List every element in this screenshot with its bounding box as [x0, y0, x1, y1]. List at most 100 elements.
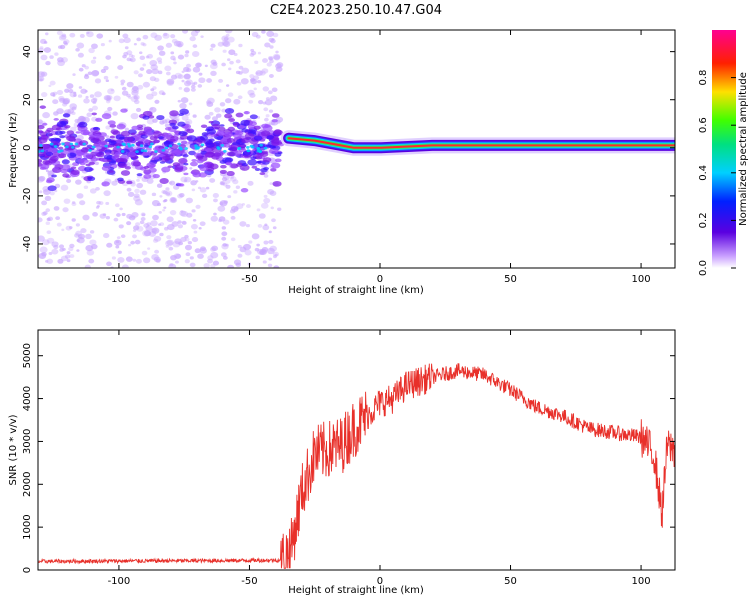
spectrogram-frame [37, 29, 676, 269]
noise-blob [238, 65, 244, 70]
noise-blob [267, 90, 273, 95]
noise-blob [151, 254, 159, 261]
noise-blob [222, 49, 227, 53]
noise-blob [88, 108, 94, 112]
noise-blob [253, 87, 257, 91]
noise-blob [269, 59, 274, 64]
noise-blob [275, 50, 279, 54]
noise-core-blob [38, 125, 45, 130]
noise-blob [39, 78, 43, 82]
noise-blob [38, 175, 46, 182]
noise-blob [247, 180, 254, 186]
noise-core-blob [171, 149, 182, 156]
noise-blob [136, 37, 142, 42]
noise-blob [197, 186, 202, 190]
noise-core-blob [126, 180, 133, 185]
noise-blob [181, 115, 189, 121]
noise-peak [40, 149, 45, 153]
noise-blob [112, 111, 118, 116]
noise-core-blob [64, 125, 71, 129]
noise-core-blob [120, 130, 131, 137]
noise-blob [103, 75, 109, 80]
noise-core-blob [169, 138, 176, 143]
noise-blob [115, 245, 120, 249]
noise-blob [106, 261, 112, 267]
y-tick-label: 4000 [22, 386, 33, 411]
noise-blob [241, 67, 250, 74]
noise-core-blob [216, 130, 225, 136]
noise-peak [223, 149, 227, 153]
noise-blob [128, 53, 134, 58]
noise-blob [190, 223, 198, 230]
noise-core-blob [271, 113, 280, 118]
noise-blob [233, 52, 238, 57]
noise-blob [223, 200, 228, 204]
noise-blob [220, 182, 224, 185]
noise-blob [196, 62, 203, 68]
noise-blob [222, 40, 231, 48]
noise-blob [268, 239, 274, 244]
noise-blob [43, 41, 48, 44]
x-tick-label: 0 [377, 576, 383, 587]
noise-peak [61, 142, 65, 146]
noise-blob [151, 68, 159, 75]
noise-blob [135, 258, 142, 264]
noise-blob [171, 38, 178, 44]
noise-blob [266, 247, 275, 255]
noise-blob [262, 58, 268, 63]
noise-peak [177, 142, 181, 146]
noise-blob [44, 259, 49, 263]
noise-core-blob [262, 125, 273, 132]
noise-blob [184, 259, 190, 264]
noise-blob [158, 211, 162, 214]
noise-blob [41, 91, 48, 98]
noise-blob [89, 94, 95, 98]
noise-blob [173, 61, 177, 65]
noise-blob [170, 254, 177, 261]
noise-blob [268, 37, 275, 43]
noise-blob [128, 243, 132, 247]
noise-core-blob [251, 165, 258, 169]
x-tick-label: -100 [108, 576, 131, 587]
noise-blob [152, 118, 158, 123]
noise-core-blob [143, 165, 150, 169]
noise-blob [95, 206, 100, 209]
x-tick-label: 100 [632, 274, 651, 285]
noise-blob [122, 54, 127, 59]
noise-core-blob [66, 130, 75, 135]
noise-blob [139, 55, 146, 61]
noise-blob [257, 99, 264, 105]
noise-blob [134, 188, 140, 194]
noise-blob [229, 209, 236, 214]
noise-blob [269, 45, 274, 49]
noise-blob [53, 244, 59, 250]
noise-blob [272, 226, 277, 230]
noise-core-blob [198, 172, 208, 178]
noise-blob [62, 97, 71, 104]
noise-blob [161, 92, 166, 96]
noise-blob [133, 193, 140, 199]
spectrogram-axes: -100 -50 0 50 100 -40 -20 0 20 40 [22, 30, 675, 285]
noise-blob [71, 201, 76, 204]
noise-blob [89, 188, 97, 194]
noise-blob [92, 212, 98, 217]
noise-core-blob [144, 171, 151, 175]
noise-blob [153, 235, 162, 242]
noise-core-blob [83, 153, 93, 159]
noise-blob [157, 202, 162, 207]
noise-blob [40, 71, 48, 77]
noise-blob [180, 176, 188, 183]
noise-core-blob [271, 119, 278, 123]
noise-blob [184, 80, 192, 87]
noise-blob [253, 75, 260, 81]
noise-blob [60, 57, 68, 63]
noise-core-blob [142, 110, 153, 117]
noise-core-blob [229, 146, 238, 152]
noise-blob [121, 90, 129, 96]
noise-blob [80, 228, 87, 234]
noise-core-blob [124, 166, 131, 170]
noise-blob [218, 216, 226, 222]
noise-blob [259, 70, 266, 76]
noise-core-blob [169, 110, 179, 117]
